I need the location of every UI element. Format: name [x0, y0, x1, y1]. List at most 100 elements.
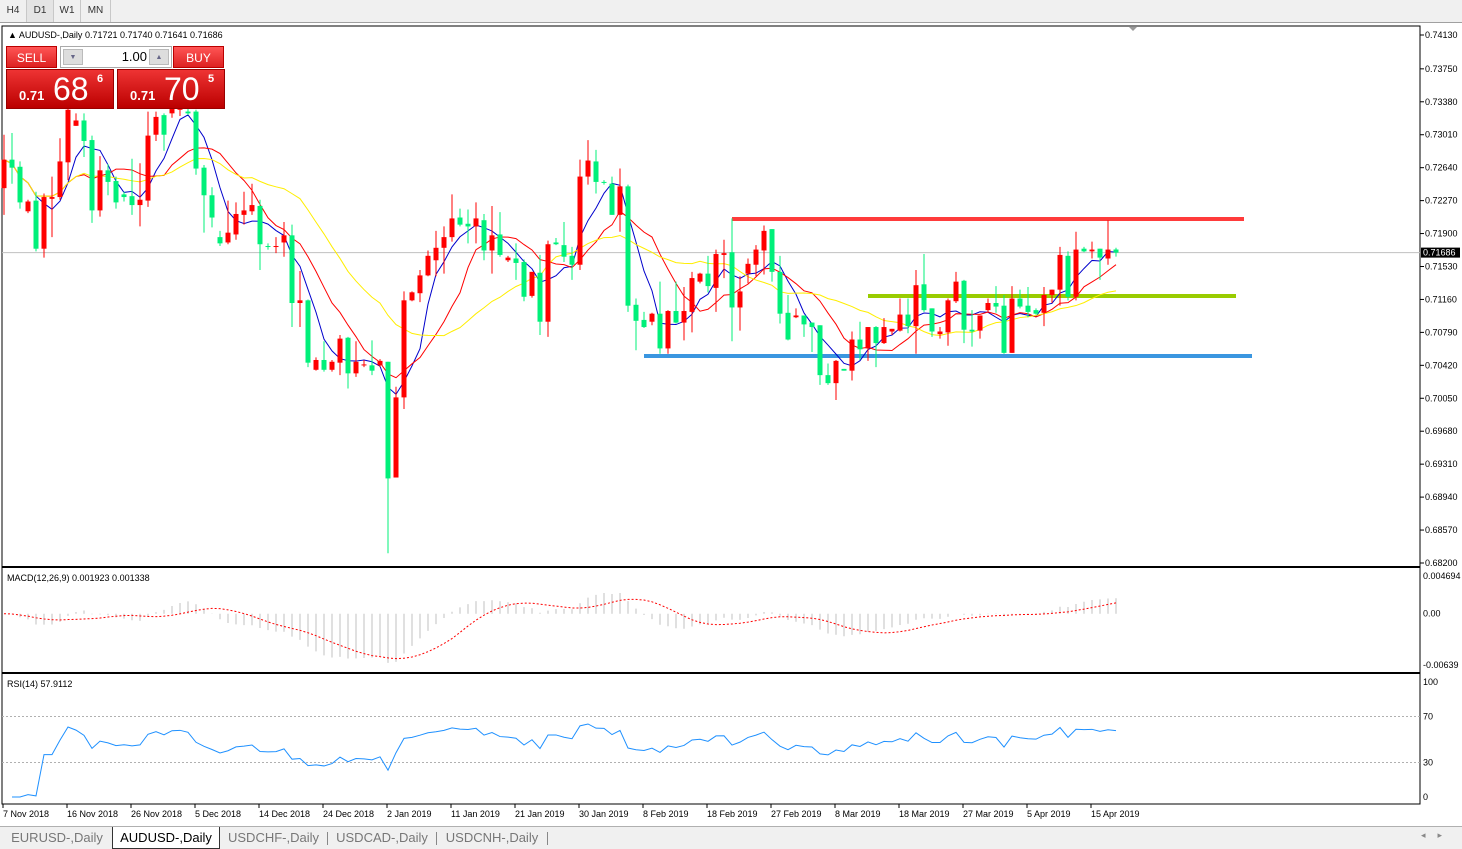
lot-size-value[interactable]: 1.00	[121, 49, 147, 64]
candle-body	[625, 186, 631, 306]
price-tick-label: 0.70420	[1425, 360, 1458, 370]
candle-body	[393, 397, 399, 478]
rsi-line	[12, 723, 1117, 798]
candle-body	[673, 311, 679, 323]
candle-body	[97, 170, 103, 211]
candle-body	[1041, 294, 1047, 313]
rsi-panel: 100 70 30 0	[2, 677, 1438, 802]
candle	[569, 246, 575, 280]
sell-price-fraction: 6	[97, 73, 104, 85]
candle	[961, 279, 967, 344]
candle-body	[969, 329, 975, 332]
candle	[1105, 220, 1111, 265]
candle-body	[305, 300, 311, 363]
candle-body	[721, 253, 727, 255]
candle-body	[889, 328, 895, 332]
price-chart[interactable]: 0.74130 0.73750 0.73380 0.73010 0.72640 0.722…	[0, 23, 1462, 826]
ohlc-values: 0.71721 0.71740 0.71641 0.71686	[85, 30, 223, 40]
candle	[217, 230, 223, 247]
sell-price-box[interactable]: 0.71 68 6	[6, 69, 114, 109]
candle-body	[753, 249, 759, 265]
candle-body	[585, 160, 591, 177]
candle	[233, 202, 239, 240]
candle-body	[337, 338, 343, 363]
collapse-triangle-icon: ▲	[8, 30, 19, 40]
candle-body	[361, 364, 367, 366]
sell-button[interactable]: SELL	[6, 46, 57, 68]
tab-usdchf[interactable]: USDCHF-,Daily	[228, 830, 319, 845]
candle-body	[289, 235, 295, 304]
candle-body	[745, 263, 751, 274]
rsi-axis-label: 70	[1423, 712, 1433, 722]
price-tick-label: 0.72270	[1425, 196, 1458, 206]
candle	[841, 368, 847, 371]
price-tick-label: 0.71900	[1425, 229, 1458, 239]
candle-body	[769, 229, 775, 272]
candle-body	[353, 361, 359, 374]
chart-shift-marker-icon[interactable]	[1129, 27, 1137, 31]
candle	[121, 191, 127, 202]
candle-body	[513, 258, 519, 263]
candle	[1, 134, 7, 215]
candle-body	[449, 218, 455, 238]
tab-separator	[547, 832, 548, 845]
tab-scroll-arrows-icon[interactable]: ◂▸	[1420, 830, 1454, 840]
candle-body	[241, 210, 247, 215]
candle	[145, 111, 151, 207]
candle	[577, 159, 583, 271]
candle	[529, 271, 535, 298]
candle	[153, 111, 159, 141]
candle-body	[57, 161, 63, 198]
candle-body	[785, 312, 791, 340]
candle	[505, 255, 511, 263]
tab-eurusd[interactable]: EURUSD-,Daily	[11, 830, 103, 845]
decrease-lot-icon[interactable]: ▼	[63, 49, 83, 65]
candle-body	[105, 170, 111, 182]
candle-body	[793, 315, 799, 318]
candle	[1017, 289, 1023, 309]
timeframe-d1-button[interactable]: D1	[27, 0, 54, 22]
candle	[481, 213, 487, 261]
candle	[617, 168, 623, 232]
candle	[609, 176, 615, 215]
lot-size-stepper[interactable]: ▼ 1.00 ▲	[60, 46, 172, 68]
buy-button[interactable]: BUY	[173, 46, 224, 68]
candle	[833, 359, 839, 401]
candle-body	[1025, 305, 1031, 312]
time-axis: 7 Nov 2018 16 Nov 2018 26 Nov 2018 5 Dec 20…	[2, 804, 1140, 819]
candle-body	[433, 247, 439, 261]
candle-body	[9, 159, 15, 168]
candle	[665, 310, 671, 354]
candle	[353, 341, 359, 377]
candle	[673, 281, 679, 324]
price-tick-label: 0.69310	[1425, 459, 1458, 469]
symbol-header: ▲ AUDUSD-,Daily 0.71721 0.71740 0.71641 …	[8, 30, 223, 40]
buy-price-box[interactable]: 0.71 70 5	[117, 69, 225, 109]
tab-usdcnh[interactable]: USDCNH-,Daily	[445, 830, 539, 845]
tab-usdcad[interactable]: USDCAD-,Daily	[336, 830, 428, 845]
candle	[1057, 246, 1063, 306]
candle-body	[41, 197, 47, 249]
tab-audusd[interactable]: AUDUSD-,Daily	[112, 827, 220, 849]
timeframe-toolbar: H4 D1 W1 MN	[0, 0, 1462, 23]
time-tick-label: 30 Jan 2019	[579, 809, 629, 819]
timeframe-mn-button[interactable]: MN	[81, 0, 111, 22]
candle-body	[201, 167, 207, 196]
candle	[889, 328, 895, 336]
candle	[521, 259, 527, 302]
candle-body	[489, 235, 495, 251]
candle	[1097, 248, 1103, 280]
price-tick-label: 0.70790	[1425, 327, 1458, 337]
timeframe-w1-button[interactable]: W1	[54, 0, 81, 22]
candle	[585, 140, 591, 185]
candle	[969, 310, 975, 347]
increase-lot-icon[interactable]: ▲	[149, 49, 169, 65]
candle	[433, 230, 439, 277]
time-tick-label: 18 Feb 2019	[707, 809, 758, 819]
price-axis: 0.74130 0.73750 0.73380 0.73010 0.72640 0.722…	[1420, 30, 1460, 568]
candle-body	[1073, 249, 1079, 297]
time-tick-label: 24 Dec 2018	[323, 809, 374, 819]
candle	[329, 359, 335, 372]
candle-body	[993, 303, 999, 307]
timeframe-h4-button[interactable]: H4	[0, 0, 27, 22]
